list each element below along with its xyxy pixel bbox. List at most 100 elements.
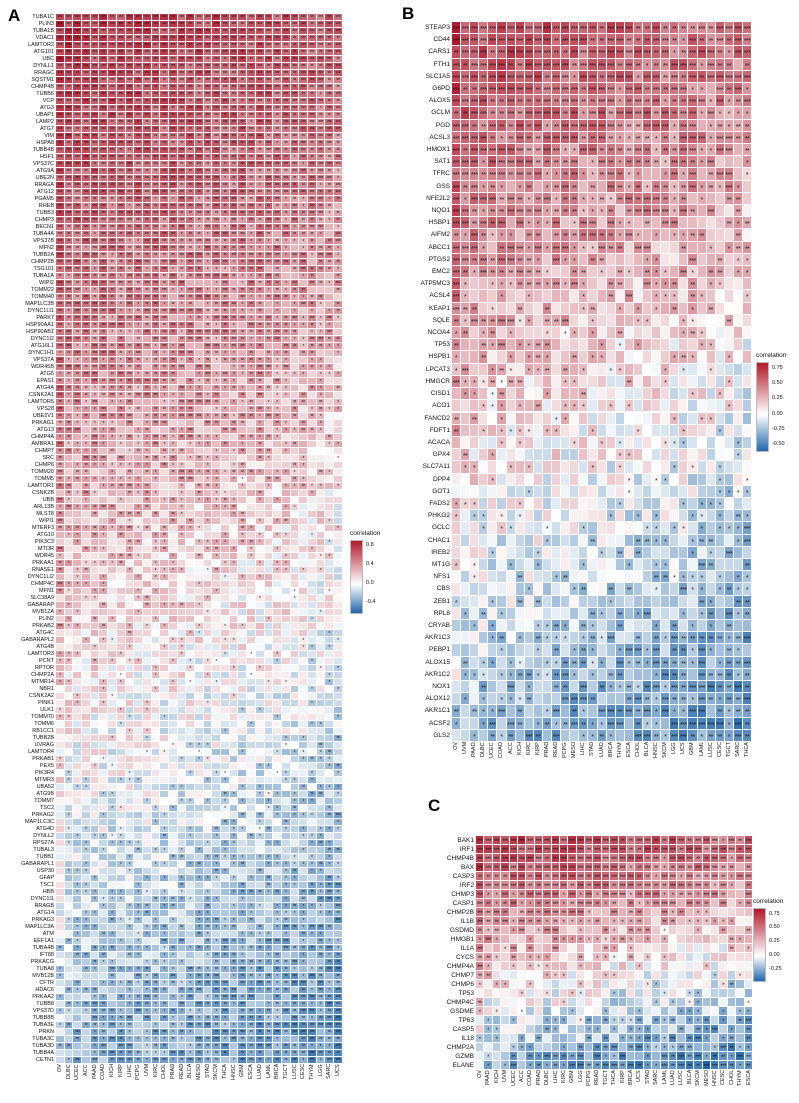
heatmap-cell: *** — [142, 140, 152, 147]
heatmap-cell — [299, 791, 308, 798]
heatmap-cell: ** — [108, 1008, 117, 1015]
heatmap-cell: * — [160, 623, 169, 630]
heatmap-cell — [299, 770, 308, 777]
heatmap-cell: ** — [238, 448, 248, 455]
heatmap-cell — [307, 742, 317, 749]
heatmap-cell — [125, 847, 135, 854]
heatmap-cell — [73, 637, 83, 644]
heatmap-cell: *** — [325, 105, 334, 112]
heatmap-cell — [125, 665, 135, 672]
heatmap-cell: *** — [307, 35, 317, 42]
heatmap-cell: * — [229, 826, 239, 833]
heatmap-cell — [142, 714, 152, 721]
heatmap-cell: ** — [82, 280, 91, 287]
heatmap-cell: *** — [212, 14, 222, 21]
heatmap-cell — [229, 777, 239, 784]
heatmap-cell: *** — [99, 273, 109, 280]
heatmap-cell — [203, 630, 213, 637]
heatmap-cell: *** — [151, 245, 161, 252]
heatmap-cell: ** — [151, 511, 161, 518]
heatmap-cell — [134, 854, 143, 861]
heatmap-cell — [264, 623, 274, 630]
heatmap-row: SRC ** *** ** *** *** ** ** * ** * ** * * ** * * * — [6, 455, 343, 462]
heatmap-cell: *** — [229, 77, 239, 84]
heatmap-cell — [195, 301, 204, 308]
heatmap-cell: * — [125, 770, 135, 777]
heatmap-cell — [90, 700, 100, 707]
heatmap-cell — [273, 665, 282, 672]
heatmap-cell: *** — [195, 35, 204, 42]
heatmap-cell: ** — [273, 112, 282, 119]
heatmap-cell: ** — [316, 49, 326, 56]
heatmap-cell — [82, 707, 91, 714]
heatmap-cell: * — [238, 532, 248, 539]
heatmap-cell: * — [160, 644, 169, 651]
heatmap-cell: ** — [116, 196, 126, 203]
heatmap-cell: *** — [56, 77, 65, 84]
heatmap-cell — [90, 973, 100, 980]
heatmap-cell: ** — [116, 98, 126, 105]
heatmap-cell: ** — [299, 217, 308, 224]
heatmap-cell — [56, 798, 65, 805]
heatmap-cell — [177, 945, 187, 952]
heatmap-cell — [177, 763, 187, 770]
heatmap-cell: *** — [125, 56, 135, 63]
heatmap-cell: * — [203, 266, 213, 273]
heatmap-cell: ** — [203, 973, 213, 980]
heatmap-cell: * — [307, 721, 317, 728]
heatmap-cell: *** — [99, 70, 109, 77]
heatmap-cell — [203, 868, 213, 875]
heatmap-cell — [160, 588, 169, 595]
heatmap-cell: * — [64, 392, 74, 399]
heatmap-cell — [299, 441, 308, 448]
heatmap-cell: ** — [325, 812, 334, 819]
heatmap-cell: * — [64, 679, 74, 686]
heatmap-cell: ** — [99, 392, 109, 399]
heatmap-cell — [56, 889, 65, 896]
heatmap-cell: ** — [299, 126, 308, 133]
heatmap-cell: * — [316, 882, 326, 889]
heatmap-cell — [325, 728, 334, 735]
heatmap-cell: ** — [82, 392, 91, 399]
heatmap-cell: *** — [82, 154, 91, 161]
heatmap-cell — [168, 882, 178, 889]
heatmap-cell — [334, 364, 343, 371]
heatmap-cell — [273, 826, 282, 833]
heatmap-cell: ** — [186, 378, 195, 385]
heatmap-cell: ** — [325, 154, 334, 161]
heatmap-cell: *** — [203, 119, 213, 126]
heatmap-cell — [299, 525, 308, 532]
gene-row-label: CHMP6 — [34, 462, 54, 468]
heatmap-cell: * — [64, 588, 74, 595]
heatmap-cell — [99, 490, 109, 497]
heatmap-cell — [290, 392, 300, 399]
heatmap-cell: * — [151, 469, 161, 476]
heatmap-cell: *** — [229, 343, 239, 350]
heatmap-cell: ** — [334, 959, 343, 966]
heatmap-cell: *** — [255, 259, 265, 266]
heatmap-cell: * — [273, 980, 282, 987]
heatmap-cell: * — [325, 196, 334, 203]
heatmap-cell: ** — [168, 511, 178, 518]
heatmap-cell: * — [186, 945, 195, 952]
heatmap-cell — [299, 840, 308, 847]
heatmap-cell — [203, 280, 213, 287]
heatmap-cell: * — [142, 420, 152, 427]
heatmap-cell — [64, 721, 74, 728]
heatmap-cell: * — [316, 364, 326, 371]
heatmap-cell: *** — [125, 483, 135, 490]
heatmap-cell: * — [203, 931, 213, 938]
heatmap-cell: *** — [195, 1001, 204, 1008]
heatmap-cell — [229, 553, 239, 560]
heatmap-cell: *** — [203, 175, 213, 182]
heatmap-cell: *** — [255, 371, 265, 378]
heatmap-cell: * — [264, 763, 274, 770]
heatmap-row: TUBB8 ** * ** *** ** * ** ** * ** *** *** ** ** ** * *** *… — [6, 1001, 343, 1008]
heatmap-cell: * — [108, 658, 117, 665]
heatmap-cell: *** — [168, 21, 178, 28]
heatmap-cell: * — [229, 819, 239, 826]
heatmap-cell: ** — [177, 266, 187, 273]
heatmap-cell: ** — [229, 420, 239, 427]
heatmap-cell: * — [203, 518, 213, 525]
heatmap-cell — [99, 721, 109, 728]
